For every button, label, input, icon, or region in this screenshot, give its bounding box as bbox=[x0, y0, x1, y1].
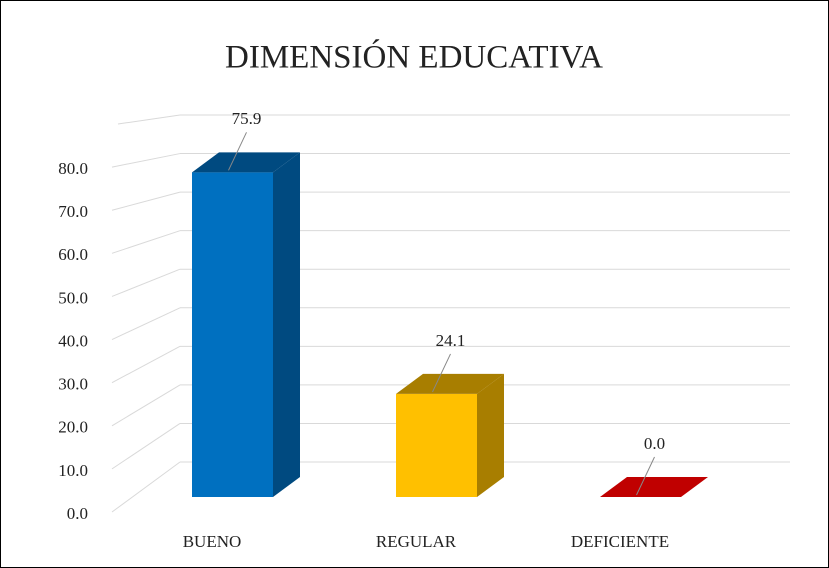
grid-line bbox=[111, 461, 181, 513]
grid-line bbox=[111, 191, 181, 211]
y-tick-label: 70.0 bbox=[58, 202, 88, 221]
leader-line bbox=[636, 456, 655, 496]
bar-side bbox=[273, 152, 300, 498]
bar-top bbox=[600, 477, 708, 497]
bar-top bbox=[396, 373, 504, 394]
grid-line bbox=[111, 153, 181, 168]
grid-line bbox=[111, 307, 181, 341]
y-tick-label: 10.0 bbox=[58, 461, 88, 480]
grid-line bbox=[111, 384, 181, 427]
bar bbox=[396, 373, 504, 497]
leader-line bbox=[228, 132, 247, 171]
bar-front bbox=[396, 393, 477, 497]
y-tick-label: 30.0 bbox=[58, 375, 88, 394]
chart-title: DIMENSIÓN EDUCATIVA bbox=[225, 38, 603, 76]
grid-line bbox=[111, 345, 181, 384]
wall-edge bbox=[117, 114, 181, 125]
grid-line bbox=[111, 230, 181, 254]
grid-line bbox=[111, 423, 181, 470]
bar-front bbox=[192, 172, 273, 498]
y-tick-label: 50.0 bbox=[58, 288, 88, 307]
grid-line bbox=[111, 268, 181, 297]
leader-line bbox=[432, 353, 451, 393]
data-label: 75.9 bbox=[232, 109, 262, 128]
x-tick-label: DEFICIENTE bbox=[571, 532, 669, 551]
x-tick-label: BUENO bbox=[183, 532, 242, 551]
bar bbox=[192, 152, 300, 498]
data-label: 0.0 bbox=[644, 434, 665, 453]
y-tick-label: 0.0 bbox=[67, 504, 88, 523]
y-tick-label: 20.0 bbox=[58, 418, 88, 437]
y-tick-label: 80.0 bbox=[58, 159, 88, 178]
x-tick-label: REGULAR bbox=[376, 532, 457, 551]
bar-side bbox=[477, 373, 504, 497]
bar bbox=[600, 477, 708, 497]
y-tick-label: 40.0 bbox=[58, 331, 88, 350]
data-label: 24.1 bbox=[436, 331, 466, 350]
y-tick-label: 60.0 bbox=[58, 245, 88, 264]
bar-top bbox=[192, 152, 300, 173]
